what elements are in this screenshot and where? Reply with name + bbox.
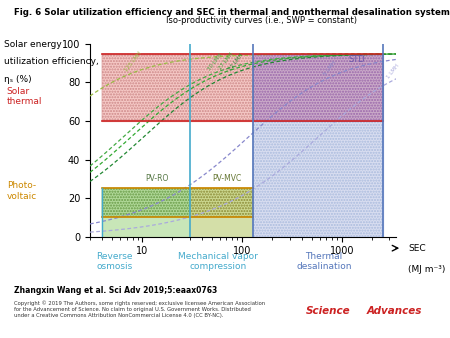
Text: Advances: Advances bbox=[367, 306, 422, 316]
Text: PV-MVC: PV-MVC bbox=[212, 174, 241, 183]
Text: utilization efficiency,: utilization efficiency, bbox=[4, 57, 99, 67]
Text: Solar energy: Solar energy bbox=[4, 40, 62, 49]
Text: 1 LMH: 1 LMH bbox=[387, 64, 401, 80]
Text: Fig. 6 Solar utilization efficiency and SEC in thermal and nonthermal desalinati: Fig. 6 Solar utilization efficiency and … bbox=[14, 8, 450, 18]
Text: Copyright © 2019 The Authors, some rights reserved; exclusive licensee American : Copyright © 2019 The Authors, some right… bbox=[14, 301, 265, 318]
Bar bbox=[253, 121, 383, 237]
Text: Solar
thermal: Solar thermal bbox=[7, 87, 42, 106]
Text: Reverse
osmosis: Reverse osmosis bbox=[96, 252, 133, 271]
Text: 27 LMH: 27 LMH bbox=[218, 52, 235, 71]
Text: Mechanical vapor
compression: Mechanical vapor compression bbox=[178, 252, 258, 271]
Bar bbox=[103, 189, 190, 217]
Text: 125 LMH: 125 LMH bbox=[123, 51, 142, 73]
Text: 5 LMH: 5 LMH bbox=[323, 60, 338, 77]
Text: PV-RO: PV-RO bbox=[145, 174, 168, 183]
Text: Iso-productivity curves (i.e., SWP = constant): Iso-productivity curves (i.e., SWP = con… bbox=[166, 16, 357, 25]
Bar bbox=[190, 189, 253, 217]
Text: Science: Science bbox=[306, 306, 351, 316]
Bar bbox=[253, 121, 383, 237]
Bar bbox=[253, 54, 383, 121]
Text: Photo-
voltaic: Photo- voltaic bbox=[7, 181, 37, 201]
Text: Zhangxin Wang et al. Sci Adv 2019;5:eaax0763: Zhangxin Wang et al. Sci Adv 2019;5:eaax… bbox=[14, 286, 217, 295]
Text: (MJ m⁻³): (MJ m⁻³) bbox=[408, 266, 446, 274]
Text: ηₛ (%): ηₛ (%) bbox=[4, 75, 32, 84]
Text: SEC: SEC bbox=[408, 244, 426, 253]
Text: Thermal
desalination: Thermal desalination bbox=[296, 252, 352, 271]
Text: 22 LMH: 22 LMH bbox=[228, 53, 244, 72]
Bar bbox=[253, 54, 383, 121]
Text: 30 LMH: 30 LMH bbox=[207, 53, 224, 72]
Text: STD: STD bbox=[349, 55, 365, 65]
Bar bbox=[103, 54, 253, 121]
